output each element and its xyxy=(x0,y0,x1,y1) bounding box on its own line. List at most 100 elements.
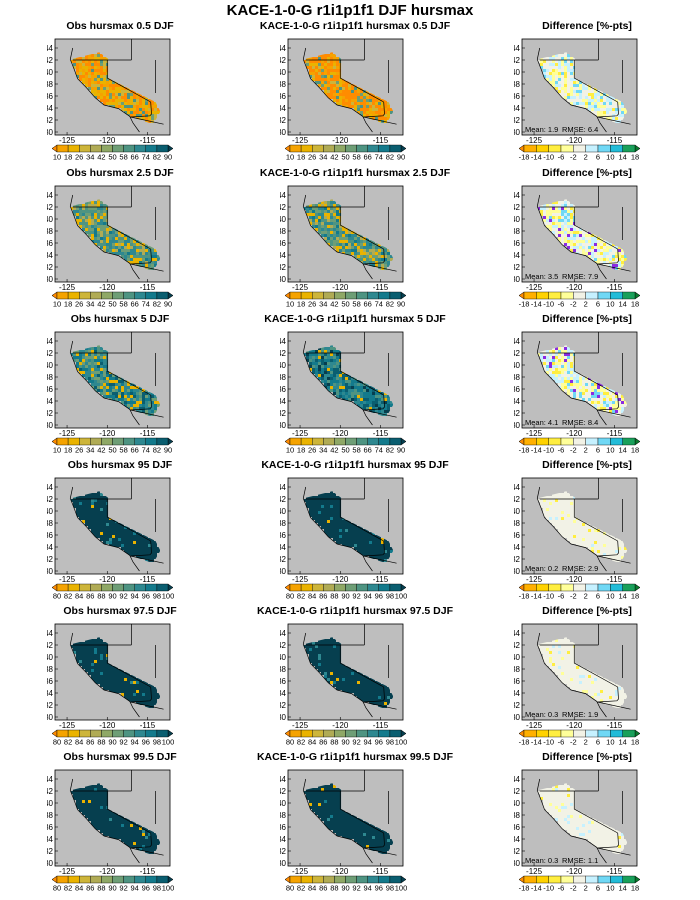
colorbar-label: 86 xyxy=(319,884,327,893)
panel-title: Obs hursmax 95 DJF xyxy=(67,459,173,471)
colorbar-label: 88 xyxy=(330,592,338,601)
colorbar-label: 18 xyxy=(297,446,305,455)
mean-label: Mean: 1.9 xyxy=(525,125,558,134)
colorbar-label: 90 xyxy=(108,592,116,601)
colorbar-label: 80 xyxy=(286,884,294,893)
colorbar-label: 94 xyxy=(364,884,372,893)
lat-tick-label: 38 xyxy=(514,811,521,820)
lat-tick-label: 34 xyxy=(514,835,521,844)
colorbar-label: 92 xyxy=(119,592,127,601)
lon-tick-label: -115 xyxy=(140,867,156,876)
lat-tick-label: 36 xyxy=(514,823,521,832)
lon-tick-label: -120 xyxy=(99,283,116,292)
colorbar: -18 -14 -10 -6 -2 2 6 10 14 18 xyxy=(518,875,641,893)
map-plot: 4442403836343230-125-120-115808284868890… xyxy=(280,477,407,601)
colorbar-label: 96 xyxy=(375,592,383,601)
lat-tick-label: 42 xyxy=(47,495,54,504)
colorbar-label: -14 xyxy=(531,738,542,747)
colorbar-label: 50 xyxy=(341,300,349,309)
colorbar-label: 94 xyxy=(364,592,372,601)
colorbar-label: 66 xyxy=(131,153,139,162)
lon-tick-label: -115 xyxy=(140,721,156,730)
panel-model-row-6: KACE-1-0-G r1i1p1f1 hursmax 99.5 DJF 44 42… xyxy=(257,751,510,897)
map-frame xyxy=(521,769,638,867)
rmse-label: RMSE: 8.4 xyxy=(562,418,598,427)
panel-obs-row-4: Obs hursmax 95 DJF 44 42 40 38 36 34 32 30 -125 -1… xyxy=(47,459,277,605)
colorbar-label: 82 xyxy=(153,153,161,162)
colorbar-label: 86 xyxy=(319,738,327,747)
model-map xyxy=(287,185,404,283)
map-frame xyxy=(521,331,638,429)
lat-tick-label: 40 xyxy=(47,653,54,662)
lat-tick-label: 38 xyxy=(47,665,54,674)
map-plot: 44 42 40 38 36 34 32 30 -125 -120 -115 Mean: 0.3 RMS… xyxy=(514,623,641,747)
lat-tick-label: 38 xyxy=(47,811,54,820)
colorbar-label: 82 xyxy=(386,446,394,455)
colorbar-label: 34 xyxy=(86,446,94,455)
lat-tick-label: 34 xyxy=(47,543,54,552)
lon-tick-label: -115 xyxy=(140,429,156,438)
lon-tick-label: -120 xyxy=(99,721,116,730)
colorbar-label: 86 xyxy=(86,738,94,747)
lat-tick-label: 42 xyxy=(514,349,521,358)
colorbar-label: -2 xyxy=(570,300,577,309)
colorbar-label: 74 xyxy=(142,153,150,162)
colorbar-label: -10 xyxy=(543,153,554,162)
colorbar-label: 26 xyxy=(75,153,83,162)
colorbar-label: -10 xyxy=(543,592,554,601)
panel-diff-row-6: Difference [%-pts]4442403836343230-125-1… xyxy=(514,751,700,897)
colorbar-label: 84 xyxy=(308,592,316,601)
colorbar-label: 10 xyxy=(286,300,294,309)
lat-tick-label: 32 xyxy=(514,263,521,272)
map-frame xyxy=(521,38,638,136)
lat-tick-label: 38 xyxy=(47,373,54,382)
colorbar-label: 84 xyxy=(308,738,316,747)
data-field xyxy=(537,199,627,270)
lat-tick-label: 42 xyxy=(514,203,521,212)
panel-diff-row-5: Difference [%-pts]4442403836343230-125-1… xyxy=(514,605,700,751)
obs-map xyxy=(54,331,171,429)
colorbar-label: 6 xyxy=(596,153,600,162)
colorbar-label: 82 xyxy=(297,884,305,893)
colorbar-label: 94 xyxy=(131,738,139,747)
colorbar-label: 88 xyxy=(330,738,338,747)
colorbar-label: -6 xyxy=(558,153,565,162)
colorbar-label: 88 xyxy=(97,592,105,601)
panel-model-row-4: KACE-1-0-G r1i1p1f1 hursmax 95 DJF 44 42 40… xyxy=(261,459,510,605)
colorbar-label: 42 xyxy=(330,446,338,455)
colorbar-label: 90 xyxy=(397,446,405,455)
colorbar-label: 90 xyxy=(341,592,349,601)
lat-tick-label: 40 xyxy=(280,68,287,77)
colorbar-label: 6 xyxy=(596,446,600,455)
colorbar-label: 100 xyxy=(395,738,408,747)
lon-tick-label: -115 xyxy=(607,867,623,876)
lon-tick-label: -120 xyxy=(332,721,349,730)
panel-title: Obs hursmax 2.5 DJF xyxy=(66,167,174,179)
lat-tick-label: 30 xyxy=(514,567,521,576)
colorbar-label: 2 xyxy=(584,300,588,309)
map-plot: 4442403836343230-125-120-115101826344250… xyxy=(280,331,407,455)
lat-tick-label: 30 xyxy=(280,421,287,430)
lat-tick-label: 44 xyxy=(47,191,54,200)
colorbar: 10 18 26 34 42 50 58 66 74 82 90 xyxy=(284,144,407,162)
colorbar-label: 100 xyxy=(162,738,175,747)
lon-tick-label: -120 xyxy=(99,429,116,438)
colorbar-label: 2 xyxy=(584,592,588,601)
colorbar-label: -18 xyxy=(519,884,530,893)
figure-title: KACE-1-0-G r1i1p1f1 DJF hursmax xyxy=(226,2,474,19)
lat-tick-label: 42 xyxy=(47,349,54,358)
colorbar-label: 6 xyxy=(596,300,600,309)
colorbar-label: -2 xyxy=(570,446,577,455)
lat-tick-label: 42 xyxy=(280,495,287,504)
colorbar-label: 86 xyxy=(319,592,327,601)
colorbar-label: 10 xyxy=(286,153,294,162)
colorbar-label: 100 xyxy=(162,592,175,601)
panel-title: KACE-1-0-G r1i1p1f1 hursmax 97.5 DJF xyxy=(256,605,454,617)
map-plot: 4442403836343230-125-120-115101826344250… xyxy=(280,38,407,162)
lon-tick-label: -115 xyxy=(140,283,156,292)
lat-tick-label: 34 xyxy=(47,835,54,844)
colorbar-label: 50 xyxy=(341,446,349,455)
panel-title: Difference [%-pts] xyxy=(542,20,632,32)
map-plot: 44 42 40 38 36 34 32 30 -125 -120 -115 Mean: 1.9 RMS… xyxy=(514,38,641,162)
colorbar-label: 90 xyxy=(341,884,349,893)
